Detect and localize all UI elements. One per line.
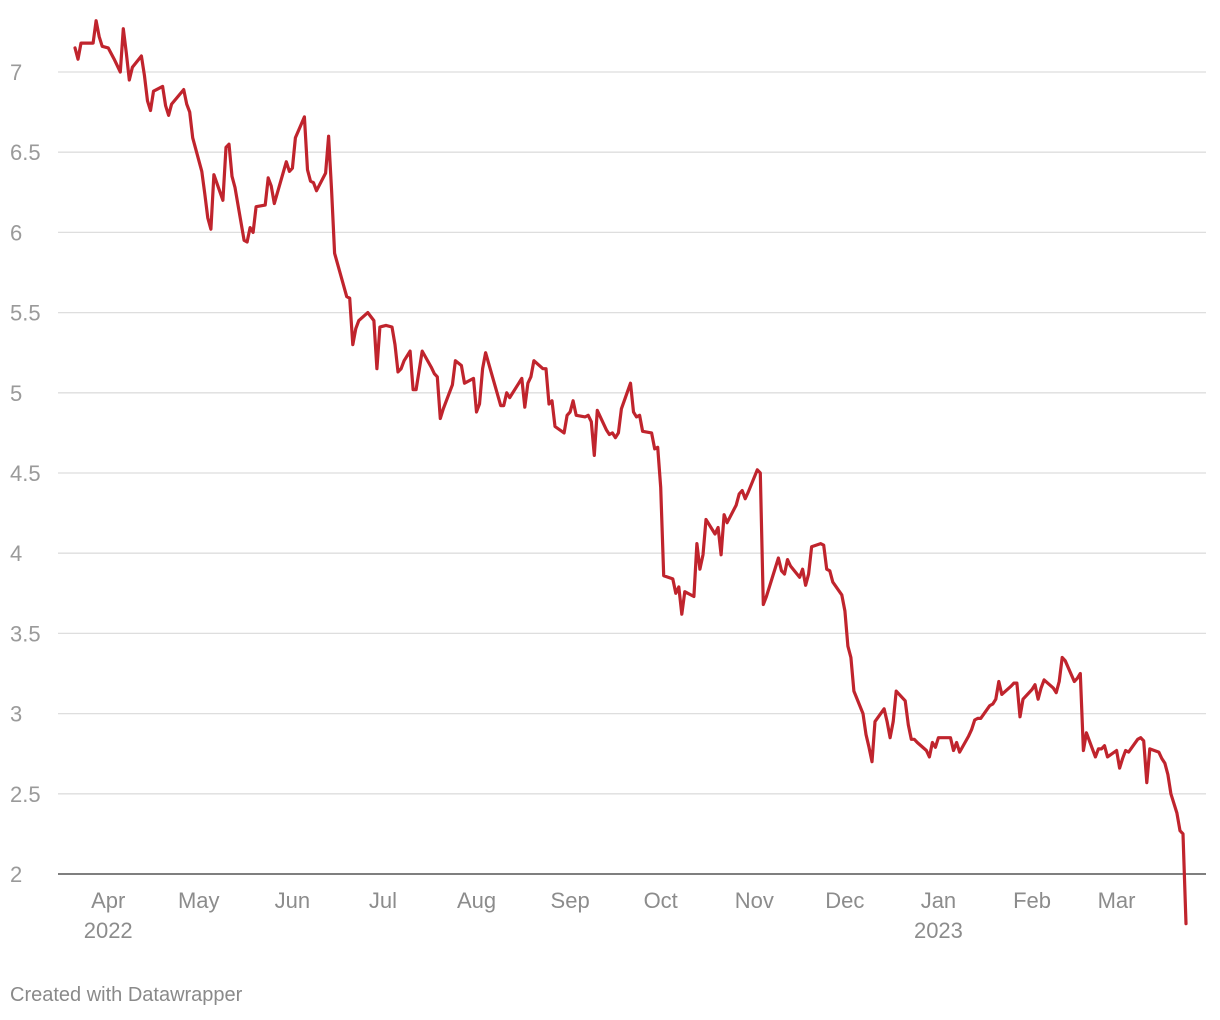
credit-footer: Created with Datawrapper (10, 984, 243, 1006)
y-tick-label: 2 (10, 862, 22, 887)
y-tick-label: 3.5 (10, 621, 41, 646)
x-tick-label: Nov (735, 888, 774, 913)
x-axis: Apr 2022 May Jun Jul Aug Sep Oct Nov Dec Jan 2023 Fe… (84, 888, 1136, 943)
y-tick-label: 6 (10, 220, 22, 245)
x-tick-label: Aug (457, 888, 496, 913)
x-tick-label: Jun (275, 888, 310, 913)
y-tick-label: 4 (10, 541, 22, 566)
x-tick-label: Dec (825, 888, 864, 913)
x-tick-label: Jan (921, 888, 956, 913)
y-axis: 7 6.5 6 5.5 5 4.5 4 3.5 3 2.5 2 (10, 60, 41, 887)
x-tick-label: Feb (1013, 888, 1051, 913)
x-tick-year-label: 2023 (914, 918, 963, 943)
x-tick-year-label: 2022 (84, 918, 133, 943)
gridlines (58, 71, 1206, 875)
x-tick-label: Sep (551, 888, 590, 913)
x-tick-label: Oct (644, 888, 678, 913)
y-tick-label: 3 (10, 702, 22, 727)
line-chart: 7 6.5 6 5.5 5 4.5 4 3.5 3 2.5 2 Apr 2022 May Jun Jul Au… (10, 19, 1206, 943)
x-tick-label: Apr (91, 888, 125, 913)
series-line (73, 19, 1188, 926)
y-tick-label: 7 (10, 60, 22, 85)
x-tick-label: Mar (1098, 888, 1136, 913)
y-tick-label: 5.5 (10, 301, 41, 326)
y-tick-label: 6.5 (10, 140, 41, 165)
x-tick-label: Jul (369, 888, 397, 913)
y-tick-label: 2.5 (10, 782, 41, 807)
y-tick-label: 5 (10, 381, 22, 406)
x-tick-label: May (178, 888, 220, 913)
series-layer (73, 19, 1188, 926)
y-tick-label: 4.5 (10, 461, 41, 486)
